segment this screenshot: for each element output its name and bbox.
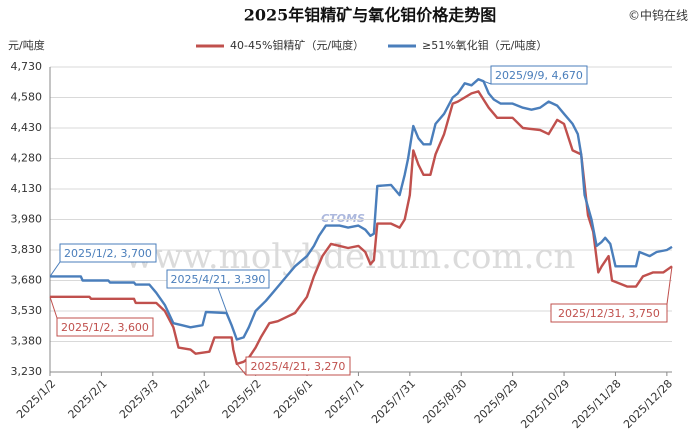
annotation-leader: [49, 296, 58, 319]
annotation-text: 2025/4/21, 3,390: [171, 273, 266, 286]
y-tick-label: 4,580: [11, 91, 43, 104]
y-tick-label: 4,130: [11, 182, 43, 195]
annotation-text: 2025/1/2, 3,600: [61, 321, 149, 334]
chart-title: 2025年钼精矿与氧化钼价格走势图: [244, 6, 497, 25]
y-axis-unit: 元/吨度: [8, 38, 45, 52]
annotation-leader: [49, 261, 61, 277]
y-tick-label: 3,830: [11, 243, 43, 256]
y-tick-label: 3,230: [11, 365, 43, 378]
annotation-text: 2025/1/2, 3,700: [64, 247, 152, 260]
annotation-box: [245, 356, 351, 376]
annotation-text: 2025/9/9, 4,670: [495, 69, 583, 82]
legend-label: 40-45%钼精矿（元/吨度）: [230, 38, 364, 52]
annotation: 2025/4/21, 3,390: [166, 269, 270, 340]
copyright: ©中钨在线: [628, 8, 688, 23]
annotation: 2025/1/2, 3,700: [49, 243, 157, 277]
y-tick-label: 3,380: [11, 335, 43, 348]
y-tick-label: 3,680: [11, 274, 43, 287]
annotation: 2025/12/31, 3,750: [550, 266, 673, 323]
legend-label: ≥51%氧化钼（元/吨度）: [422, 38, 547, 52]
annotation-box: [490, 65, 588, 85]
annotation-box: [166, 269, 270, 289]
y-tick-label: 4,430: [11, 121, 43, 134]
annotation-leader: [217, 287, 238, 340]
y-tick-label: 3,980: [11, 213, 43, 226]
annotation-leader: [666, 266, 673, 305]
annotation-box: [550, 303, 668, 323]
logo: CTOMS: [321, 212, 365, 225]
annotation: 2025/4/21, 3,270: [236, 356, 351, 376]
annotation-leader: [236, 363, 247, 376]
annotation-leader: [478, 78, 492, 85]
series-line: [50, 78, 673, 341]
annotation-box: [56, 317, 154, 337]
annotation: 2025/9/9, 4,670: [478, 65, 588, 85]
y-tick-label: 3,530: [11, 304, 43, 317]
annotation-box: [59, 243, 157, 263]
annotation-text: 2025/12/31, 3,750: [558, 307, 660, 320]
y-tick-label: 4,280: [11, 152, 43, 165]
annotation: 2025/1/2, 3,600: [49, 296, 154, 337]
y-tick-label: 4,730: [11, 60, 43, 73]
annotation-text: 2025/4/21, 3,270: [251, 360, 346, 373]
